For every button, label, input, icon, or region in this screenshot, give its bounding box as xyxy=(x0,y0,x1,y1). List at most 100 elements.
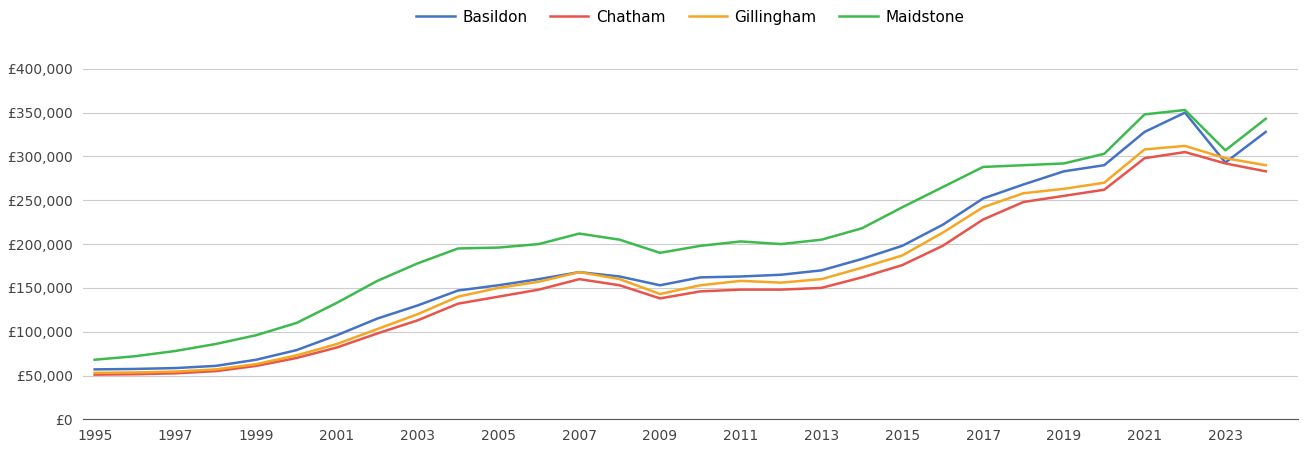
Maidstone xyxy=(1096,151,1112,157)
Chatham xyxy=(1137,156,1152,161)
Chatham xyxy=(774,287,790,292)
Chatham xyxy=(329,345,345,350)
Basildon xyxy=(288,347,304,353)
Basildon xyxy=(207,363,223,369)
Basildon xyxy=(1015,182,1031,187)
Basildon xyxy=(774,272,790,278)
Chatham xyxy=(491,294,506,299)
Chatham xyxy=(127,372,142,377)
Line: Maidstone: Maidstone xyxy=(95,110,1266,360)
Maidstone xyxy=(369,278,385,284)
Basildon xyxy=(1056,169,1071,174)
Chatham xyxy=(693,289,709,294)
Gillingham xyxy=(1096,180,1112,185)
Gillingham xyxy=(733,278,749,284)
Gillingham xyxy=(491,285,506,291)
Gillingham xyxy=(572,270,587,275)
Chatham xyxy=(1177,149,1193,155)
Chatham xyxy=(733,287,749,292)
Maidstone xyxy=(207,341,223,346)
Chatham xyxy=(652,296,668,301)
Maidstone xyxy=(127,354,142,359)
Line: Chatham: Chatham xyxy=(95,152,1266,375)
Basildon xyxy=(1096,162,1112,168)
Basildon xyxy=(87,367,103,372)
Maidstone xyxy=(652,250,668,256)
Maidstone xyxy=(87,357,103,362)
Basildon xyxy=(693,274,709,280)
Chatham xyxy=(87,372,103,378)
Basildon xyxy=(853,256,869,261)
Chatham xyxy=(975,217,990,222)
Basildon xyxy=(531,276,547,282)
Maidstone xyxy=(1177,107,1193,112)
Basildon xyxy=(1218,160,1233,165)
Maidstone xyxy=(975,164,990,170)
Legend: Basildon, Chatham, Gillingham, Maidstone: Basildon, Chatham, Gillingham, Maidstone xyxy=(410,4,971,31)
Chatham xyxy=(1056,193,1071,198)
Basildon xyxy=(491,283,506,288)
Basildon xyxy=(612,274,628,279)
Gillingham xyxy=(1218,156,1233,161)
Gillingham xyxy=(853,265,869,270)
Basildon xyxy=(814,268,830,273)
Basildon xyxy=(1258,129,1274,135)
Maidstone xyxy=(248,333,264,338)
Basildon xyxy=(894,243,910,248)
Chatham xyxy=(248,363,264,369)
Gillingham xyxy=(1177,143,1193,148)
Maidstone xyxy=(491,245,506,250)
Maidstone xyxy=(733,239,749,244)
Chatham xyxy=(612,283,628,288)
Gillingham xyxy=(248,361,264,367)
Chatham xyxy=(934,243,950,248)
Chatham xyxy=(1218,161,1233,166)
Chatham xyxy=(167,371,183,376)
Gillingham xyxy=(814,276,830,282)
Maidstone xyxy=(572,231,587,236)
Gillingham xyxy=(531,279,547,284)
Basildon xyxy=(733,274,749,279)
Gillingham xyxy=(774,280,790,285)
Gillingham xyxy=(410,311,425,317)
Gillingham xyxy=(693,283,709,288)
Maidstone xyxy=(894,205,910,210)
Basildon xyxy=(450,288,466,293)
Basildon xyxy=(652,283,668,288)
Gillingham xyxy=(894,253,910,258)
Maidstone xyxy=(853,225,869,231)
Maidstone xyxy=(1218,148,1233,153)
Maidstone xyxy=(167,348,183,354)
Maidstone xyxy=(814,237,830,243)
Maidstone xyxy=(612,237,628,243)
Basildon xyxy=(369,316,385,321)
Maidstone xyxy=(410,261,425,266)
Basildon xyxy=(1177,110,1193,115)
Basildon xyxy=(248,357,264,362)
Maidstone xyxy=(1137,112,1152,117)
Gillingham xyxy=(1137,147,1152,152)
Basildon xyxy=(572,270,587,275)
Chatham xyxy=(450,301,466,306)
Maidstone xyxy=(329,300,345,306)
Basildon xyxy=(127,366,142,372)
Gillingham xyxy=(934,230,950,235)
Maidstone xyxy=(531,241,547,247)
Chatham xyxy=(814,285,830,291)
Maidstone xyxy=(1015,162,1031,168)
Basildon xyxy=(329,333,345,338)
Gillingham xyxy=(612,276,628,282)
Chatham xyxy=(369,331,385,336)
Maidstone xyxy=(450,246,466,251)
Chatham xyxy=(853,274,869,280)
Chatham xyxy=(1258,169,1274,174)
Basildon xyxy=(410,303,425,308)
Gillingham xyxy=(652,291,668,297)
Maidstone xyxy=(1258,116,1274,122)
Gillingham xyxy=(1258,162,1274,168)
Maidstone xyxy=(288,320,304,326)
Maidstone xyxy=(934,184,950,190)
Maidstone xyxy=(1056,161,1071,166)
Chatham xyxy=(207,369,223,374)
Line: Basildon: Basildon xyxy=(95,112,1266,369)
